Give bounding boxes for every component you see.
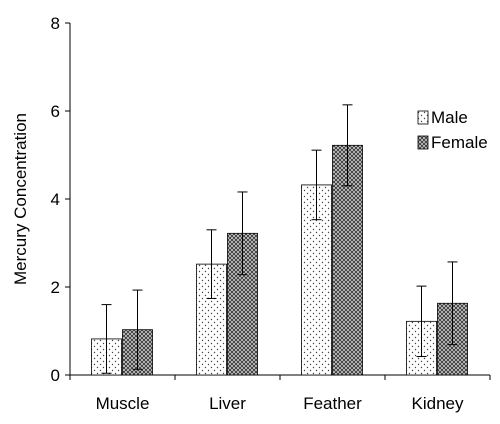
x-tick-label: Kidney <box>412 394 464 413</box>
y-tick-label: 0 <box>51 366 60 385</box>
error-bar-male-kidney <box>416 285 427 358</box>
error-bar-female-feather <box>342 104 353 187</box>
legend: Male Female <box>417 108 488 152</box>
error-bar-female-muscle <box>132 289 143 370</box>
legend-label-male: Male <box>431 108 468 127</box>
error-bars <box>101 104 458 374</box>
error-bar-female-kidney <box>447 261 458 346</box>
legend-label-female: Female <box>431 133 488 152</box>
y-tick-label: 8 <box>51 14 60 33</box>
y-tick-label: 6 <box>51 102 60 121</box>
error-bar-male-feather <box>311 149 322 221</box>
y-tick-label: 2 <box>51 278 60 297</box>
x-tick-label: Muscle <box>96 394 150 413</box>
bars <box>91 144 468 376</box>
y-axis-label: Mercury Concentration <box>11 113 30 285</box>
y-tick-label: 4 <box>51 190 60 209</box>
x-tick-label: Liver <box>209 394 246 413</box>
x-tick-labels: Muscle Liver Feather Kidney <box>96 394 464 413</box>
error-bar-male-muscle <box>101 304 112 374</box>
error-bar-female-liver <box>237 191 248 276</box>
legend-swatch-female <box>417 135 429 150</box>
error-bar-male-liver <box>206 229 217 299</box>
x-tick-label: Feather <box>303 394 362 413</box>
legend-swatch-male <box>417 110 429 125</box>
